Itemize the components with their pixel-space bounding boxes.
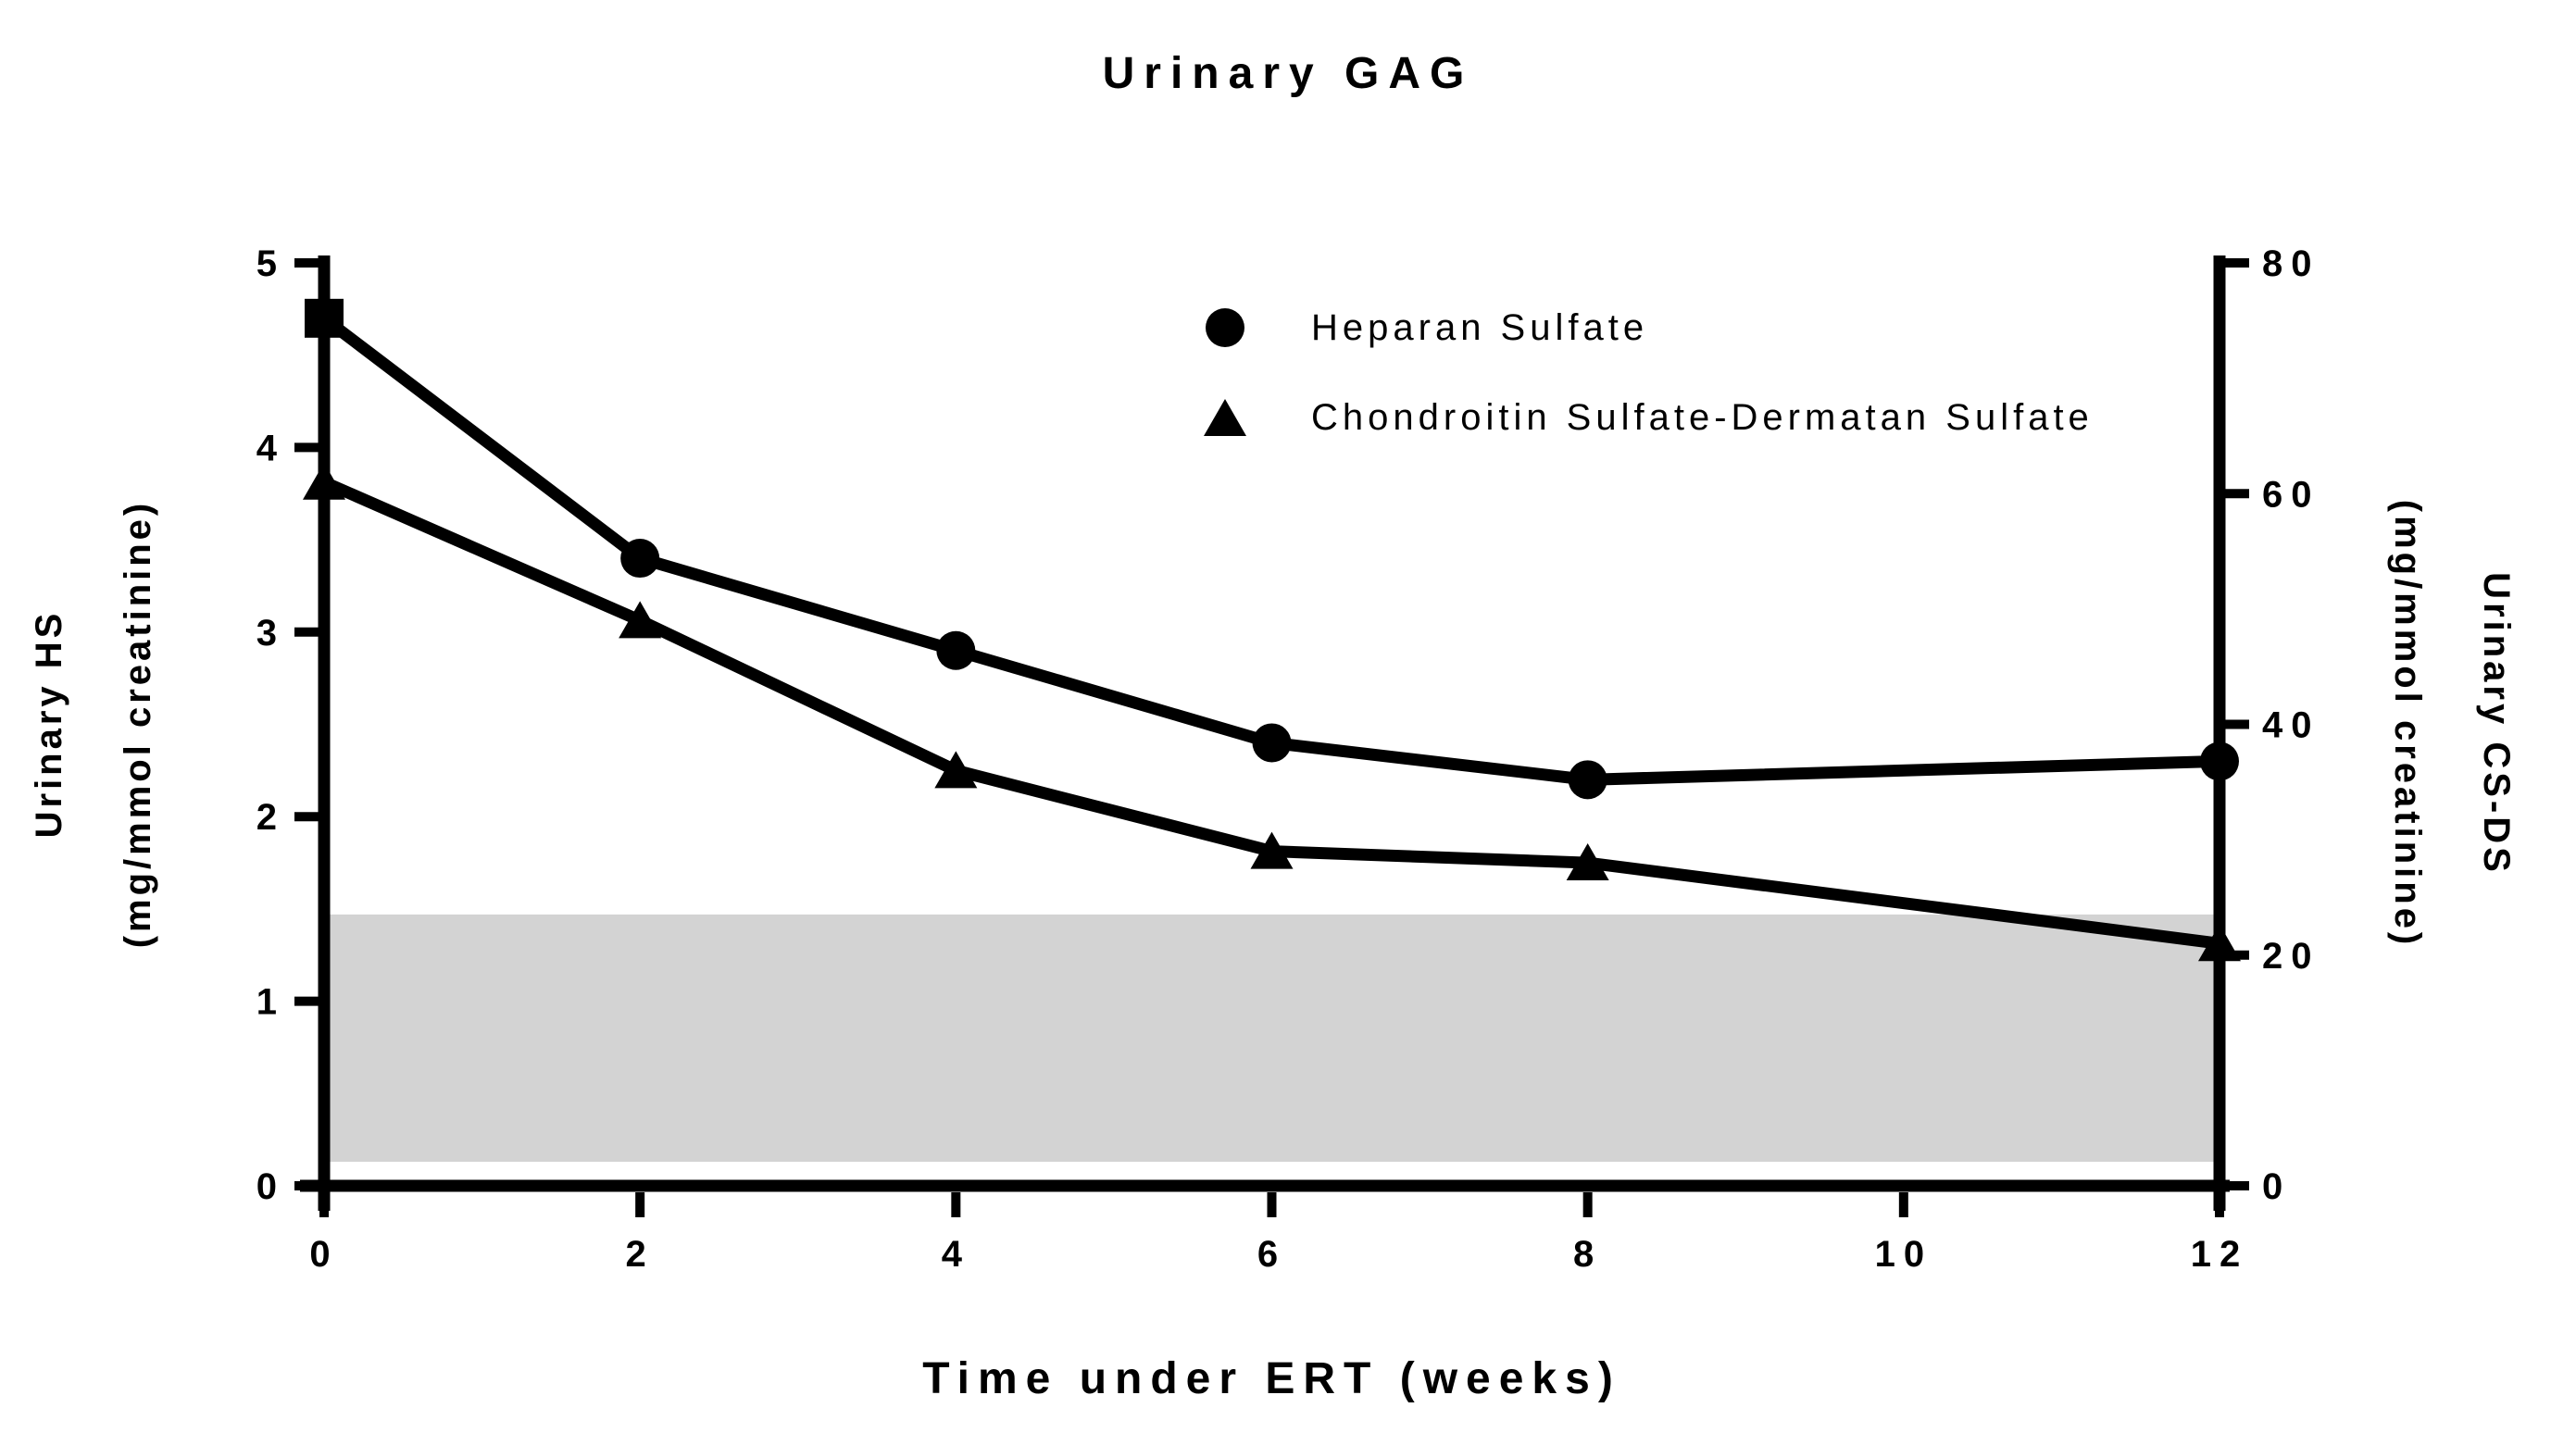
chondroitin-sulfate-dermatan-sulfate-marker xyxy=(934,751,978,789)
right-axis-tick-label: 40 xyxy=(2262,705,2320,746)
legend: Heparan Sulfate Chondroitin Sulfate-Derm… xyxy=(1204,307,2094,487)
x-axis-title: Time under ERT (weeks) xyxy=(922,1354,1621,1403)
heparan-sulfate-marker xyxy=(2200,741,2239,781)
chart-title: Urinary GAG xyxy=(1102,49,1474,98)
legend-label: Chondroitin Sulfate-Dermatan Sulfate xyxy=(1311,396,2094,438)
heparan-sulfate-marker xyxy=(1568,760,1607,800)
x-axis-tick-label: 2 xyxy=(626,1234,655,1275)
x-axis-tick-label: 10 xyxy=(1875,1234,1933,1275)
left-axis-tick-label: 2 xyxy=(256,797,285,838)
left-axis-tick-label: 1 xyxy=(256,982,285,1023)
legend-item-chondroitin-dermatan-sulfate: Chondroitin Sulfate-Dermatan Sulfate xyxy=(1204,397,2094,438)
legend-item-heparan-sulfate: Heparan Sulfate xyxy=(1204,307,2094,348)
x-axis-tick-label: 12 xyxy=(2191,1234,2249,1275)
left-axis-tick-label: 3 xyxy=(256,613,285,654)
x-axis-tick-label: 6 xyxy=(1257,1234,1286,1275)
right-axis-tick-label: 20 xyxy=(2262,936,2320,977)
chondroitin-sulfate-dermatan-sulfate-line xyxy=(321,476,2220,950)
left-axis-tick-label: 4 xyxy=(256,428,285,468)
legend-label: Heparan Sulfate xyxy=(1311,306,1649,348)
chondroitin-sulfate-dermatan-sulfate-marker xyxy=(1250,831,1294,869)
circle-marker-icon xyxy=(1204,307,1246,348)
normal-range-band xyxy=(330,914,2214,1163)
chondroitin-sulfate-dermatan-sulfate-marker xyxy=(303,462,345,500)
x-axis-tick-label: 8 xyxy=(1573,1234,1602,1275)
heparan-sulfate-marker xyxy=(305,298,344,338)
chondroitin-sulfate-dermatan-sulfate-marker xyxy=(619,601,662,639)
left-axis-tick-label: 5 xyxy=(256,243,285,284)
right-axis-tick-label: 0 xyxy=(2262,1166,2291,1207)
x-axis-tick-label: 4 xyxy=(942,1234,970,1275)
heparan-sulfate-marker xyxy=(1252,723,1292,763)
heparan-sulfate-line xyxy=(320,313,2220,786)
left-axis-tick-label: 0 xyxy=(256,1166,285,1207)
right-axis-tick-label: 60 xyxy=(2262,474,2320,515)
chondroitin-sulfate-dermatan-sulfate-marker xyxy=(2198,924,2241,962)
chondroitin-sulfate-dermatan-sulfate-marker xyxy=(1566,843,1609,881)
heparan-sulfate-marker xyxy=(620,539,660,579)
triangle-marker-icon xyxy=(1204,397,1246,438)
right-axis-tick-label: 80 xyxy=(2262,243,2320,284)
x-axis-tick-label: 0 xyxy=(309,1234,338,1275)
heparan-sulfate-marker xyxy=(936,630,976,670)
